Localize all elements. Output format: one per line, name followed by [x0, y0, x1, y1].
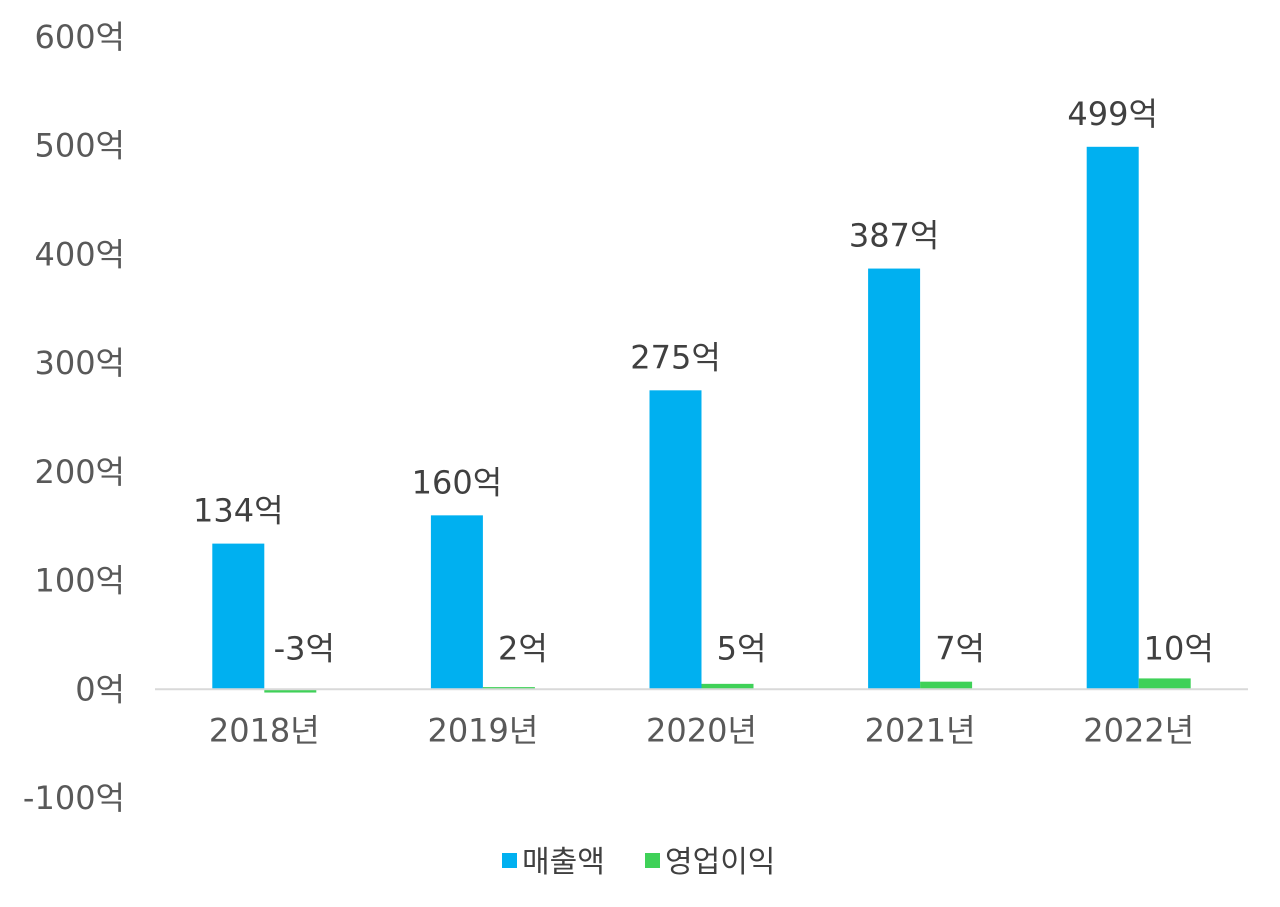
y-axis: 600억 500억 400억 300억 200억 100억 0억 -100억	[23, 18, 125, 817]
revenue-bar	[1086, 146, 1139, 690]
x-axis: 2018년 2019년 2020년 2021년 2022년	[209, 711, 1194, 749]
legend-label-revenue: 매출액	[522, 845, 605, 880]
x-tick-label: 2022년	[1083, 711, 1194, 749]
revenue-bar	[868, 268, 921, 690]
revenue-data-label: 160억	[412, 463, 503, 501]
bars	[212, 146, 1191, 693]
revenue-bar	[649, 390, 702, 690]
x-tick-label: 2019년	[427, 711, 538, 749]
legend-label-operating-profit: 영업이익	[665, 845, 775, 880]
operating-profit-bar	[920, 681, 973, 690]
legend-swatch-operating-profit	[645, 853, 660, 868]
revenue-data-label: 134억	[193, 492, 284, 530]
operating-profit-bar	[264, 689, 317, 693]
revenue-data-label: 275억	[630, 338, 721, 376]
y-tick-label: 300억	[34, 344, 125, 382]
operating-profit-bar	[1138, 678, 1191, 690]
y-tick-label: 600억	[34, 18, 125, 56]
y-tick-label: -100억	[23, 779, 125, 817]
operating-profit-data-label: 10억	[1144, 629, 1214, 667]
data-labels: 134억 -3억 160억 2억 275억 5억 387억 7억 499억 10억	[193, 95, 1214, 667]
legend: 매출액 영업이익	[502, 845, 775, 880]
y-tick-label: 0억	[75, 670, 125, 708]
x-tick-label: 2020년	[646, 711, 757, 749]
operating-profit-bar	[701, 683, 754, 690]
y-tick-label: 400억	[34, 235, 125, 273]
operating-profit-data-label: 5억	[717, 629, 767, 667]
x-tick-label: 2018년	[209, 711, 320, 749]
legend-swatch-revenue	[502, 853, 517, 868]
y-tick-label: 100억	[34, 562, 125, 600]
revenue-bar	[430, 515, 483, 690]
operating-profit-data-label: 2억	[498, 629, 548, 667]
operating-profit-data-label: -3억	[274, 629, 335, 667]
revenue-data-label: 499억	[1067, 95, 1158, 133]
operating-profit-data-label: 7억	[935, 629, 985, 667]
y-tick-label: 500억	[34, 127, 125, 165]
x-tick-label: 2021년	[865, 711, 976, 749]
y-tick-label: 200억	[34, 453, 125, 491]
revenue-bar	[212, 543, 265, 690]
revenue-data-label: 387억	[849, 217, 940, 255]
